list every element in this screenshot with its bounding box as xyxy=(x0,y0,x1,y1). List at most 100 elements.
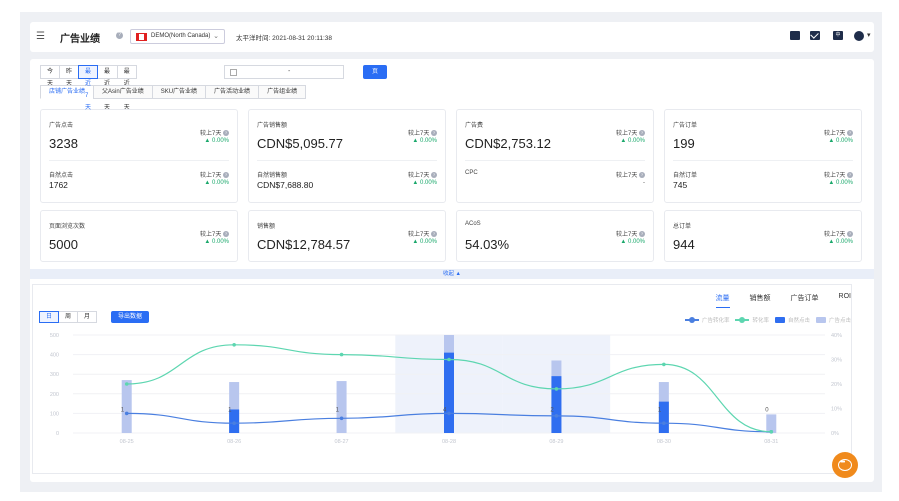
y-tick-label: 300 xyxy=(50,372,59,378)
series-point xyxy=(232,421,236,425)
metric-label: 广告销售额 xyxy=(257,123,288,129)
help-icon[interactable]: ? xyxy=(639,172,645,179)
compare-label: 较上7天 ? xyxy=(407,231,437,238)
metric-value: CDN$2,753.12 xyxy=(465,136,551,151)
save-default-button[interactable]: 页面默认设置 xyxy=(363,65,388,145)
metric-change: ▲ 0.00% xyxy=(412,138,437,144)
y-right-tick-label: 30% xyxy=(831,358,842,364)
help-icon[interactable]: ? xyxy=(223,130,229,137)
report-tab[interactable]: 父Asin广告业绩 xyxy=(93,85,153,99)
chart-legend: 广告转化率 转化率 自然点击 广告点击 xyxy=(679,316,851,324)
metric-card: 页面浏览次数 5000 较上7天 ? ▲ 0.00% xyxy=(40,210,238,262)
bar xyxy=(229,409,240,433)
sub-metric-value: 745 xyxy=(673,180,688,190)
user-caret-icon[interactable]: ▾ xyxy=(867,32,871,39)
y-tick-label: 0 xyxy=(56,431,59,437)
help-icon[interactable]: ? xyxy=(847,172,853,179)
language-icon[interactable]: 中 xyxy=(833,31,843,40)
metric-change: ▲ 0.00% xyxy=(828,138,853,144)
metric-tab[interactable]: 广告订单 xyxy=(790,295,819,302)
range-button[interactable]: 昨天 xyxy=(59,65,80,87)
main-panel: 今天昨天最近7天最近15天最近30天 - 页面默认设置 店铺广告业绩父Asin广… xyxy=(30,59,874,482)
divider xyxy=(673,160,853,161)
bar-data-label: 1 xyxy=(336,407,340,413)
help-icon[interactable]: ? xyxy=(116,32,123,39)
mail-icon[interactable] xyxy=(810,31,820,40)
store-name: DEMO(North Canada) xyxy=(151,33,211,39)
x-tick-label: 08-27 xyxy=(335,439,349,445)
legend-swatch xyxy=(774,317,785,323)
period-button[interactable]: 周 xyxy=(58,311,79,323)
help-icon[interactable]: ? xyxy=(431,231,437,238)
x-tick-label: 08-29 xyxy=(549,439,563,445)
legend-label: 广告转化率 xyxy=(701,318,730,324)
y-tick-label: 100 xyxy=(50,411,59,417)
help-icon[interactable]: ? xyxy=(223,172,229,179)
period-buttons: 日周月 xyxy=(39,311,98,323)
report-tab[interactable]: SKU广告业绩 xyxy=(151,85,207,99)
user-avatar-icon[interactable] xyxy=(854,31,864,41)
help-icon[interactable]: ? xyxy=(223,231,229,238)
legend-swatch xyxy=(735,317,750,323)
collapse-toggle[interactable]: 收起 ▲ xyxy=(30,269,874,279)
metric-card: 广告费 CDN$2,753.12 较上7天 ? ▲ 0.00% CPC 较上7天 ? - xyxy=(456,109,654,203)
series-point xyxy=(447,357,451,362)
help-icon[interactable]: ? xyxy=(431,130,437,137)
x-tick-label: 08-28 xyxy=(442,439,456,445)
report-tab[interactable]: 广告活动业绩 xyxy=(205,85,260,99)
period-button[interactable]: 日 xyxy=(39,311,60,323)
sub-metric-change: ▲ 0.00% xyxy=(204,180,229,186)
help-icon[interactable]: ? xyxy=(639,130,645,137)
x-tick-label: 08-25 xyxy=(120,439,134,445)
menu-icon[interactable]: ☰ xyxy=(36,31,45,42)
legend-swatch xyxy=(815,317,826,323)
calendar-small-icon xyxy=(230,69,237,76)
metric-tab[interactable]: 流量 xyxy=(715,293,730,308)
range-button[interactable]: 最近30天 xyxy=(116,65,138,111)
range-button[interactable]: 最近15天 xyxy=(97,65,118,111)
help-icon[interactable]: ? xyxy=(847,231,853,238)
divider xyxy=(257,160,437,161)
series-point xyxy=(339,352,344,357)
chat-button[interactable] xyxy=(832,452,858,478)
legend-item[interactable]: 转化率 xyxy=(735,316,769,324)
divider xyxy=(49,160,229,161)
series-point xyxy=(339,416,344,421)
compare-label: 较上7天 ? xyxy=(615,130,645,137)
bar xyxy=(766,414,777,433)
metric-value: CDN$5,095.77 xyxy=(257,136,343,151)
y-right-tick-label: 10% xyxy=(831,407,842,413)
metric-tab[interactable]: 销售额 xyxy=(749,295,771,302)
sub-metric-value: CDN$7,688.80 xyxy=(257,180,314,190)
metric-label: 页面浏览次数 xyxy=(49,224,86,230)
range-button[interactable]: 最近7天 xyxy=(78,65,99,111)
legend-label: 自然点击 xyxy=(787,318,810,324)
metric-tab[interactable]: ROI xyxy=(838,293,851,300)
legend-item[interactable]: 广告点击 xyxy=(815,316,851,324)
timezone-clock: 太平洋时间: 2021-08-31 20:11:38 xyxy=(236,35,332,42)
help-icon[interactable]: ? xyxy=(431,172,437,179)
period-button[interactable]: 月 xyxy=(77,311,98,323)
legend-item[interactable]: 广告转化率 xyxy=(684,316,730,324)
help-icon[interactable]: ? xyxy=(847,130,853,137)
metric-value: 54.03% xyxy=(465,237,510,252)
metric-label: 销售额 xyxy=(257,224,276,230)
range-button[interactable]: 今天 xyxy=(40,65,61,87)
date-range-picker[interactable]: - xyxy=(224,65,344,79)
metric-label: 广告费 xyxy=(465,123,484,129)
help-icon[interactable]: ? xyxy=(639,231,645,238)
store-select[interactable]: DEMO(North Canada) ⌄ xyxy=(130,29,225,44)
app-frame: ☰ 广告业绩 ? DEMO(North Canada) ⌄ 太平洋时间: 202… xyxy=(20,12,882,492)
y-tick-label: 200 xyxy=(50,392,59,398)
legend-item[interactable]: 自然点击 xyxy=(774,316,810,324)
metric-value: 199 xyxy=(673,136,695,151)
chevron-down-icon: ⌄ xyxy=(213,33,219,40)
bar xyxy=(444,352,454,433)
series-point xyxy=(554,387,559,391)
sub-metric-label: 自然点击 xyxy=(49,173,74,179)
series-point xyxy=(662,362,666,367)
calendar-icon[interactable] xyxy=(790,31,800,40)
report-tab[interactable]: 广告组业绩 xyxy=(258,85,307,99)
sub-metric-label: 自然销售额 xyxy=(257,173,288,179)
export-button[interactable]: 导出数据 xyxy=(111,311,150,323)
